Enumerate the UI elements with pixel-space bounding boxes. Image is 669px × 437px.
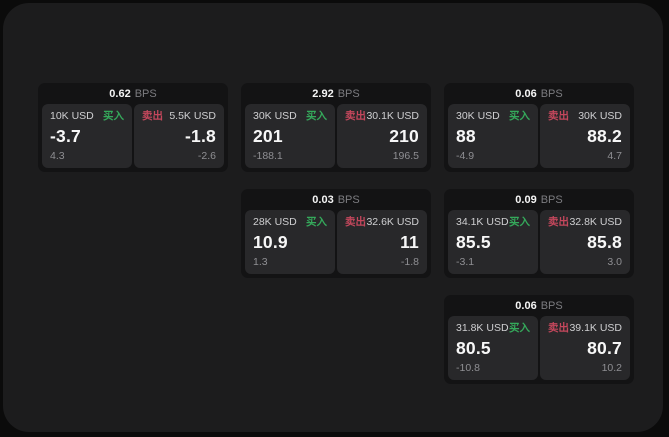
bps-value: 0.06 [515, 87, 537, 100]
sell-size: 39.1K USD [569, 322, 622, 334]
sell-price: 80.7 [587, 338, 622, 358]
sell-delta: -2.6 [197, 150, 216, 162]
buy-panel[interactable]: 30K USD 买入 201 -188.1 [245, 104, 335, 168]
sell-delta: -1.8 [400, 256, 419, 268]
buy-delta: -10.8 [456, 362, 480, 374]
buy-size: 30K USD [456, 110, 500, 122]
sell-size: 30.1K USD [366, 110, 419, 122]
sell-price: 88.2 [587, 126, 622, 146]
bps-value: 0.03 [312, 193, 334, 206]
card-header: 0.06 BPS [444, 295, 634, 316]
buy-price: 10.9 [253, 232, 288, 252]
bps-value: 2.92 [312, 87, 334, 100]
sell-badge: 卖出 [548, 322, 569, 334]
buy-size: 31.8K USD [456, 322, 509, 334]
sell-badge: 卖出 [345, 216, 366, 228]
sell-price: 85.8 [587, 232, 622, 252]
buy-delta: 1.3 [253, 256, 268, 268]
sell-price: 210 [389, 126, 419, 146]
buy-price: 85.5 [456, 232, 491, 252]
quote-card-3: 0.06 BPS 30K USD 买入 88 -4.9 卖出 30K USD 8… [444, 83, 634, 172]
bps-unit-label: BPS [540, 87, 563, 100]
bps-value: 0.62 [109, 87, 131, 100]
quote-card-1: 0.62 BPS 10K USD 买入 -3.7 4.3 卖出 5.5K USD… [38, 83, 228, 172]
buy-delta: -3.1 [456, 256, 475, 268]
buy-badge: 买入 [103, 110, 124, 122]
buy-badge: 买入 [306, 216, 327, 228]
card-header: 0.06 BPS [444, 83, 634, 104]
buy-size: 28K USD [253, 216, 297, 228]
bps-unit-label: BPS [540, 193, 563, 206]
sell-badge: 卖出 [548, 110, 569, 122]
app-window: 0.62 BPS 10K USD 买入 -3.7 4.3 卖出 5.5K USD… [3, 3, 663, 432]
sell-panel[interactable]: 卖出 32.8K USD 85.8 3.0 [540, 210, 630, 274]
buy-price: 201 [253, 126, 283, 146]
bps-unit-label: BPS [337, 87, 360, 100]
bps-value: 0.09 [515, 193, 537, 206]
buy-delta: -4.9 [456, 150, 475, 162]
sell-delta: 196.5 [392, 150, 419, 162]
card-header: 0.62 BPS [38, 83, 228, 104]
quote-panels: 28K USD 买入 10.9 1.3 卖出 32.6K USD 11 -1.8 [241, 210, 431, 274]
buy-panel[interactable]: 28K USD 买入 10.9 1.3 [245, 210, 335, 274]
sell-badge: 卖出 [142, 110, 163, 122]
bps-unit-label: BPS [134, 87, 157, 100]
sell-size: 30K USD [578, 110, 622, 122]
sell-badge: 卖出 [548, 216, 569, 228]
buy-delta: -188.1 [253, 150, 283, 162]
quote-panels: 30K USD 买入 88 -4.9 卖出 30K USD 88.2 4.7 [444, 104, 634, 168]
buy-badge: 买入 [509, 110, 530, 122]
card-header: 2.92 BPS [241, 83, 431, 104]
sell-delta: 3.0 [607, 256, 622, 268]
buy-badge: 买入 [509, 216, 530, 228]
bps-unit-label: BPS [337, 193, 360, 206]
quote-card-4: 0.03 BPS 28K USD 买入 10.9 1.3 卖出 32.6K US… [241, 189, 431, 278]
quote-card-5: 0.09 BPS 34.1K USD 买入 85.5 -3.1 卖出 32.8K… [444, 189, 634, 278]
buy-panel[interactable]: 30K USD 买入 88 -4.9 [448, 104, 538, 168]
buy-badge: 买入 [509, 322, 530, 334]
card-header: 0.03 BPS [241, 189, 431, 210]
buy-price: -3.7 [50, 126, 81, 146]
quote-card-6: 0.06 BPS 31.8K USD 买入 80.5 -10.8 卖出 39.1… [444, 295, 634, 384]
buy-size: 10K USD [50, 110, 94, 122]
bps-unit-label: BPS [540, 299, 563, 312]
sell-price: -1.8 [185, 126, 216, 146]
sell-size: 32.6K USD [366, 216, 419, 228]
sell-panel[interactable]: 卖出 5.5K USD -1.8 -2.6 [134, 104, 224, 168]
sell-panel[interactable]: 卖出 32.6K USD 11 -1.8 [337, 210, 427, 274]
card-header: 0.09 BPS [444, 189, 634, 210]
sell-delta: 10.2 [601, 362, 622, 374]
sell-price: 11 [400, 232, 419, 252]
buy-size: 34.1K USD [456, 216, 509, 228]
bps-value: 0.06 [515, 299, 537, 312]
quote-card-2: 2.92 BPS 30K USD 买入 201 -188.1 卖出 30.1K … [241, 83, 431, 172]
sell-panel[interactable]: 卖出 30K USD 88.2 4.7 [540, 104, 630, 168]
buy-price: 80.5 [456, 338, 491, 358]
buy-panel[interactable]: 31.8K USD 买入 80.5 -10.8 [448, 316, 538, 380]
sell-delta: 4.7 [607, 150, 622, 162]
sell-badge: 卖出 [345, 110, 366, 122]
buy-price: 88 [456, 126, 476, 146]
sell-panel[interactable]: 卖出 39.1K USD 80.7 10.2 [540, 316, 630, 380]
quote-panels: 30K USD 买入 201 -188.1 卖出 30.1K USD 210 1… [241, 104, 431, 168]
sell-size: 5.5K USD [169, 110, 216, 122]
quote-panels: 10K USD 买入 -3.7 4.3 卖出 5.5K USD -1.8 -2.… [38, 104, 228, 168]
buy-delta: 4.3 [50, 150, 65, 162]
buy-size: 30K USD [253, 110, 297, 122]
buy-panel[interactable]: 34.1K USD 买入 85.5 -3.1 [448, 210, 538, 274]
sell-panel[interactable]: 卖出 30.1K USD 210 196.5 [337, 104, 427, 168]
quote-panels: 31.8K USD 买入 80.5 -10.8 卖出 39.1K USD 80.… [444, 316, 634, 380]
buy-badge: 买入 [306, 110, 327, 122]
quote-panels: 34.1K USD 买入 85.5 -3.1 卖出 32.8K USD 85.8… [444, 210, 634, 274]
sell-size: 32.8K USD [569, 216, 622, 228]
buy-panel[interactable]: 10K USD 买入 -3.7 4.3 [42, 104, 132, 168]
